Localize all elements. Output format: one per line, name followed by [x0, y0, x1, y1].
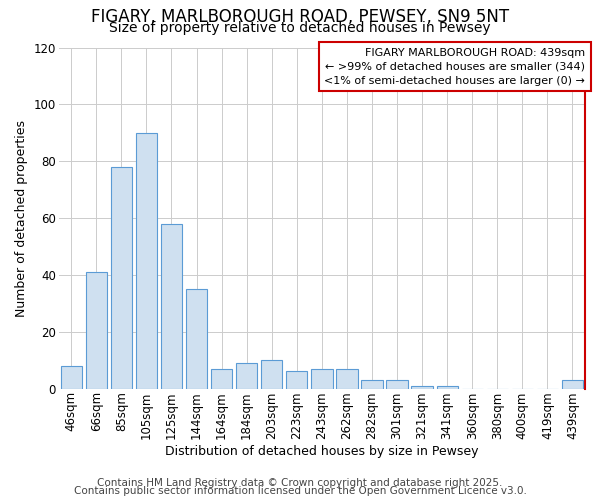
Bar	[86, 272, 107, 388]
Bar	[136, 133, 157, 388]
Bar	[412, 386, 433, 388]
Bar	[286, 372, 307, 388]
Y-axis label: Number of detached properties: Number of detached properties	[15, 120, 28, 316]
Text: Contains public sector information licensed under the Open Government Licence v3: Contains public sector information licen…	[74, 486, 526, 496]
Bar	[111, 167, 132, 388]
Bar	[161, 224, 182, 388]
X-axis label: Distribution of detached houses by size in Pewsey: Distribution of detached houses by size …	[165, 444, 479, 458]
Text: FIGARY MARLBOROUGH ROAD: 439sqm
← >99% of detached houses are smaller (344)
<1% : FIGARY MARLBOROUGH ROAD: 439sqm ← >99% o…	[324, 48, 585, 86]
Bar	[261, 360, 283, 388]
Bar	[361, 380, 383, 388]
Bar	[562, 380, 583, 388]
Bar	[186, 289, 207, 388]
Bar	[311, 368, 332, 388]
Bar	[437, 386, 458, 388]
Text: Contains HM Land Registry data © Crown copyright and database right 2025.: Contains HM Land Registry data © Crown c…	[97, 478, 503, 488]
Bar	[211, 368, 232, 388]
Bar	[236, 363, 257, 388]
Text: Size of property relative to detached houses in Pewsey: Size of property relative to detached ho…	[109, 21, 491, 35]
Text: FIGARY, MARLBOROUGH ROAD, PEWSEY, SN9 5NT: FIGARY, MARLBOROUGH ROAD, PEWSEY, SN9 5N…	[91, 8, 509, 26]
Bar	[386, 380, 407, 388]
Bar	[336, 368, 358, 388]
Bar	[61, 366, 82, 388]
